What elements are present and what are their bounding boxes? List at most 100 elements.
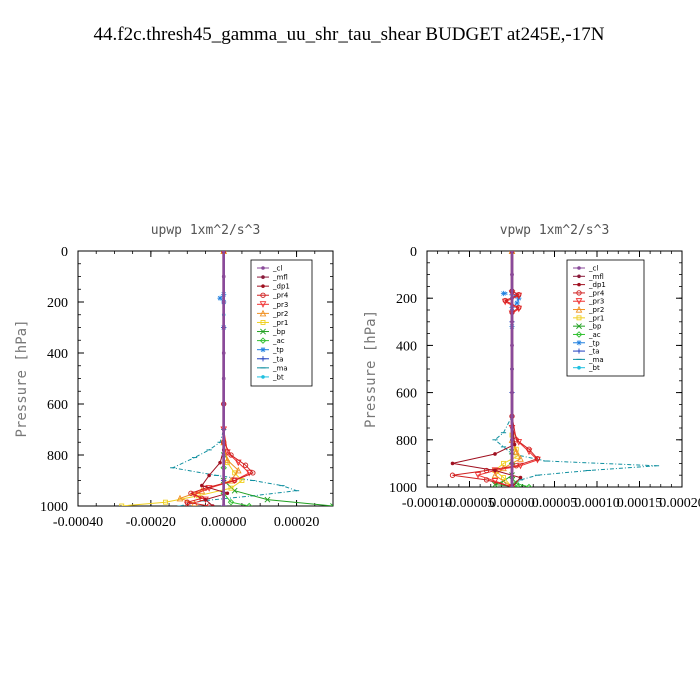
series-point-pr4 <box>449 472 456 478</box>
legend-label: _cl <box>588 265 598 273</box>
series-point-cl <box>510 296 514 301</box>
series-point-cl <box>221 504 226 506</box>
legend-marker <box>577 365 581 370</box>
series-group <box>449 251 660 487</box>
legend-marker <box>259 337 267 344</box>
legend-label: _tp <box>272 346 284 354</box>
series-point-pr1 <box>228 485 234 491</box>
legend-label: _bp <box>588 323 602 331</box>
series-point-pr1 <box>501 475 506 481</box>
series-point-pr3 <box>534 456 541 464</box>
series-point-cl <box>221 251 226 253</box>
x-tick-label: 0.00010 <box>574 496 620 511</box>
series-point-cl <box>221 300 226 304</box>
series-point-cl <box>510 414 514 419</box>
series-point-pr4 <box>184 499 190 505</box>
series-point-tp <box>500 290 507 297</box>
series-point-ac <box>245 502 253 506</box>
legend-label: _mfl <box>588 273 604 281</box>
series-line-pr4 <box>452 251 539 487</box>
figure-title: 44.f2c.thresh45_gamma_uu_shr_tau_shear B… <box>94 24 605 45</box>
series-point-pr4 <box>250 470 256 476</box>
legend-marker <box>577 282 581 287</box>
series-point-cl <box>221 376 226 381</box>
legend-label: _tp <box>588 339 600 347</box>
y-axis-label: Pressure [hPa] <box>363 310 379 428</box>
series-point-cl <box>510 485 514 487</box>
legend: _cl_mfl_dp1_pr4_pr3_pr2_pr1_bp_ac_tp_ta_… <box>250 259 313 387</box>
legend-marker <box>260 320 266 325</box>
series-point-cl <box>510 343 514 348</box>
series-point-cl <box>510 438 514 442</box>
series-point-tp <box>514 300 520 306</box>
series-point-dp1 <box>450 461 455 466</box>
series-point-dp1 <box>225 491 230 496</box>
series-point-pr2 <box>224 456 231 464</box>
series-point-dp1 <box>210 504 215 506</box>
legend-marker <box>261 375 265 379</box>
legend-label: _dp1 <box>588 281 606 289</box>
legend-label: _mfl <box>272 274 288 282</box>
legend-marker <box>577 266 581 270</box>
series-point-cl <box>221 478 226 483</box>
y-tick-label: 200 <box>396 292 417 307</box>
y-tick-label: 0 <box>410 245 417 260</box>
series-point-tp <box>217 295 223 301</box>
series-point-cl <box>510 251 514 253</box>
legend-marker <box>261 284 265 288</box>
series-point-cl <box>221 351 226 355</box>
legend-label: _bt <box>588 364 600 372</box>
series-point-dp1 <box>493 468 497 473</box>
legend-label: _pr1 <box>588 314 604 322</box>
series-line-pr3 <box>187 251 251 506</box>
legend-marker <box>260 292 266 298</box>
y-tick-label: 400 <box>47 347 68 362</box>
series-point-pr2 <box>512 447 520 455</box>
series-point-cl <box>221 453 226 457</box>
series-point-pr1 <box>162 499 168 505</box>
series-point-pr4 <box>516 304 522 311</box>
x-tick-label: -0.00040 <box>53 515 103 530</box>
series-point-pr1 <box>119 503 125 506</box>
legend-label: _bp <box>272 328 286 336</box>
legend-marker <box>261 266 265 270</box>
series-point-cl <box>221 274 226 279</box>
x-tick-label: 0.00020 <box>659 496 700 511</box>
series-point-cl <box>510 367 514 371</box>
legend: _cl_mfl_dp1_pr4_pr3_pr2_pr1_bp_ac_tp_ta_… <box>566 259 645 377</box>
series-point-pr4 <box>231 477 238 484</box>
panel-vpwp: vpwp 1xm^2/s^3 Pressure [hPa] 0 200 400 600 80… <box>363 223 700 511</box>
legend-label: _ta <box>272 355 284 363</box>
legend-marker <box>260 356 266 362</box>
legend-label: _cl <box>272 265 282 273</box>
panel-title: upwp 1xm^2/s^3 <box>151 223 261 238</box>
legend-label: _bt <box>272 373 284 381</box>
series-point-pr3 <box>474 472 482 479</box>
series-point-dp1 <box>207 473 211 478</box>
legend-marker <box>259 301 267 308</box>
series-point-ac <box>513 480 520 487</box>
series-point-pr4 <box>199 495 205 501</box>
series-point-pr4 <box>228 452 234 458</box>
series-point-dp1 <box>218 460 222 465</box>
series-point-pr2 <box>176 494 184 502</box>
series-point-dp1 <box>203 497 208 502</box>
series-point-pr3 <box>224 449 231 457</box>
series-point-dp1 <box>200 483 204 488</box>
legend-marker <box>577 274 581 279</box>
legend-marker <box>576 323 582 330</box>
legend-marker <box>260 347 266 353</box>
series-point-dp1 <box>518 475 523 480</box>
legend-marker <box>576 290 582 296</box>
x-tick-label: 0.00005 <box>532 496 578 511</box>
series-point-pr3 <box>491 478 499 485</box>
series-point-cl <box>221 325 226 330</box>
y-tick-label: 200 <box>47 296 68 311</box>
series-point-bp <box>264 496 271 503</box>
legend-label: _pr3 <box>588 298 604 306</box>
legend-marker <box>576 348 582 354</box>
series-point-pr2 <box>234 466 242 474</box>
y-tick-label: 600 <box>396 387 417 402</box>
legend-marker <box>575 298 583 305</box>
